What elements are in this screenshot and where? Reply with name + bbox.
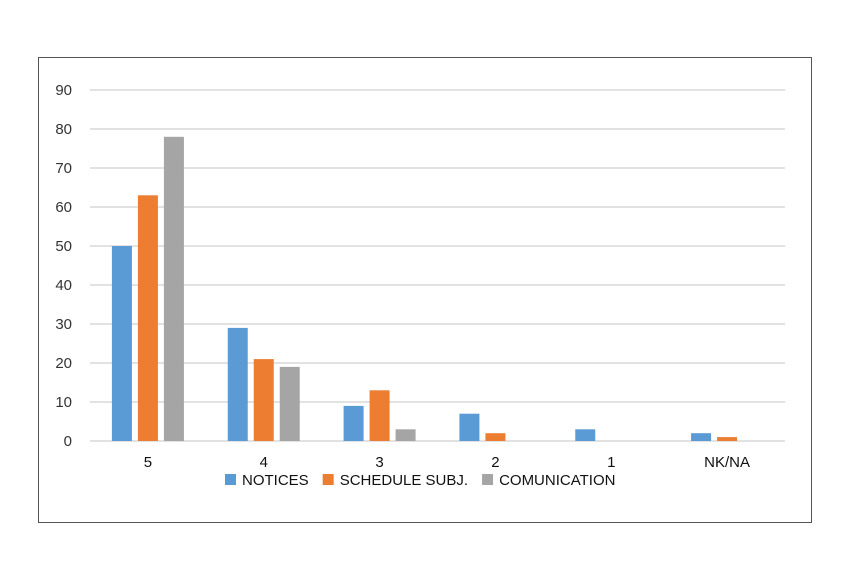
bar-comunication-3 [395, 429, 416, 441]
y-tick-label: 20 [55, 355, 72, 372]
x-tick-label: 5 [144, 454, 152, 471]
y-tick-label: 50 [55, 238, 72, 255]
legend-swatch-comunication [482, 474, 494, 485]
legend-label: NOTICES [242, 472, 309, 489]
legend-label: SCHEDULE SUBJ. [340, 472, 468, 489]
x-tick-label: 3 [375, 454, 383, 471]
bar-notices-1 [575, 429, 596, 441]
y-tick-label: 90 [55, 82, 72, 99]
bar-schedule-subj--5 [137, 195, 158, 441]
y-tick-label: 80 [55, 121, 72, 138]
legend-label: COMUNICATION [499, 472, 615, 489]
bar-schedule-subj--nk-na [717, 437, 738, 441]
bar-notices-nk-na [691, 433, 712, 441]
bar-notices-5 [111, 246, 132, 441]
x-tick-label: 4 [260, 454, 268, 471]
legend-swatch-schedule-subj- [322, 474, 334, 485]
y-tick-label: 10 [55, 394, 72, 411]
y-tick-label: 70 [55, 160, 72, 177]
bar-notices-4 [227, 327, 248, 441]
bar-notices-3 [343, 405, 364, 441]
x-tick-label: 1 [607, 454, 615, 471]
legend-swatch-notices [225, 474, 236, 485]
x-tick-label: 2 [491, 454, 499, 471]
bar-schedule-subj--3 [369, 390, 390, 441]
bar-schedule-subj--2 [485, 433, 506, 441]
y-tick-label: 0 [64, 433, 72, 450]
x-tick-label: NK/NA [704, 454, 750, 471]
bar-comunication-5 [163, 136, 184, 442]
bar-comunication-4 [279, 366, 300, 441]
y-tick-label: 40 [55, 277, 72, 294]
bar-notices-2 [459, 413, 480, 441]
y-tick-label: 30 [55, 316, 72, 333]
y-tick-label: 60 [55, 199, 72, 216]
bar-schedule-subj--4 [253, 359, 274, 441]
